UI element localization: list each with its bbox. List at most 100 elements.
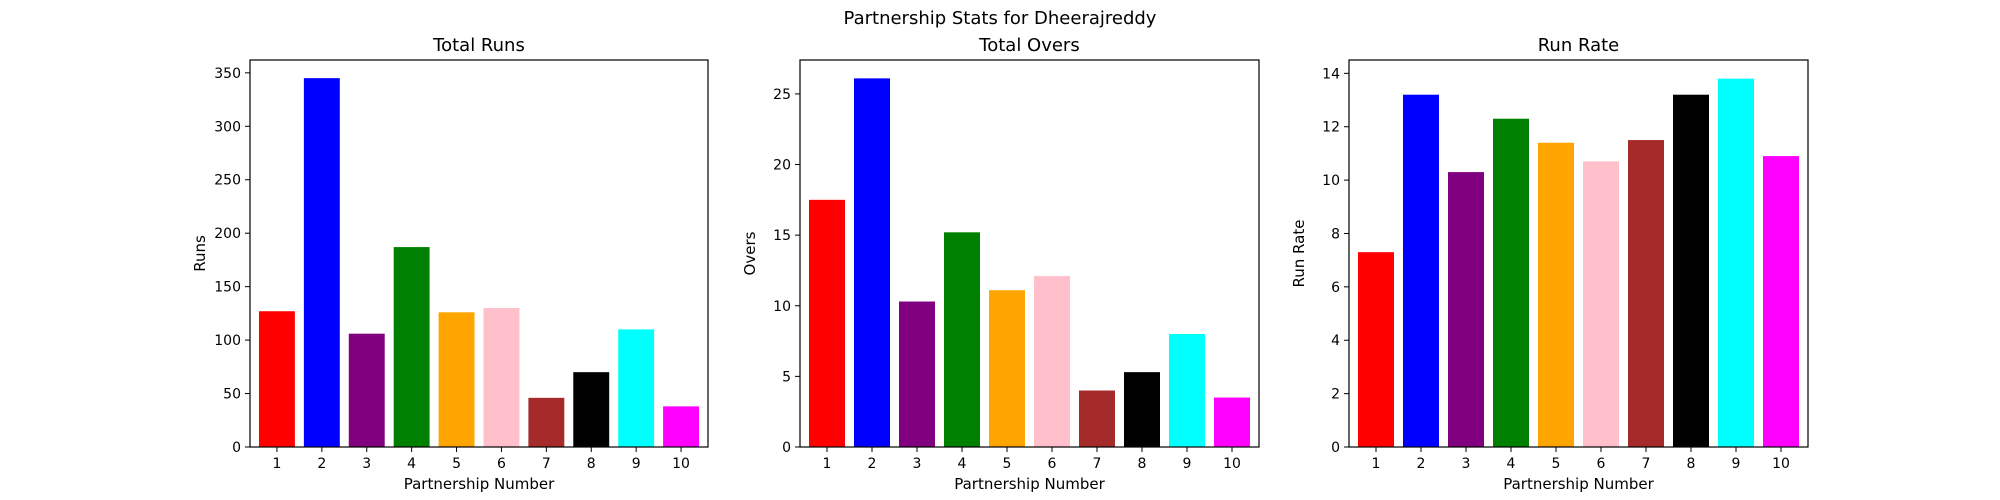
- y-axis-label: Run Rate: [1290, 220, 1308, 288]
- bar-4: [393, 247, 430, 447]
- x-tick-label: 4: [958, 456, 967, 472]
- x-tick-label: 9: [1183, 456, 1192, 472]
- y-tick-label: 150: [214, 280, 241, 296]
- y-tick-label: 250: [214, 173, 241, 189]
- y-tick-label: 4: [1331, 333, 1340, 349]
- x-tick-label: 8: [587, 456, 596, 472]
- x-axis-label: Partnership Number: [1503, 475, 1654, 493]
- x-tick-label: 7: [1093, 456, 1102, 472]
- x-tick-label: 7: [542, 456, 551, 472]
- x-axis-label: Partnership Number: [404, 475, 555, 493]
- bar-6: [1583, 161, 1619, 448]
- bar-4: [1493, 118, 1529, 447]
- y-tick-label: 100: [214, 333, 241, 349]
- x-axis-label: Partnership Number: [954, 475, 1105, 493]
- bar-4: [944, 232, 980, 447]
- x-tick-label: 10: [672, 456, 690, 472]
- bar-7: [1079, 390, 1115, 447]
- bar-10: [1214, 397, 1250, 447]
- bar-1: [809, 199, 845, 447]
- x-tick-label: 4: [1507, 456, 1516, 472]
- x-tick-label: 6: [1048, 456, 1057, 472]
- bar-8: [573, 372, 610, 447]
- x-tick-label: 2: [1417, 456, 1426, 472]
- bar-2: [1403, 94, 1439, 447]
- x-tick-label: 3: [913, 456, 922, 472]
- bar-3: [348, 333, 385, 447]
- y-tick-label: 20: [773, 158, 791, 174]
- axes-frame: [1348, 59, 1809, 448]
- bar-9: [618, 329, 655, 447]
- x-tick-label: 6: [1597, 456, 1606, 472]
- x-tick-label: 6: [497, 456, 506, 472]
- x-tick-label: 5: [1552, 456, 1561, 472]
- y-tick-label: 10: [1322, 173, 1340, 189]
- x-tick-label: 2: [317, 456, 326, 472]
- axes-frame: [799, 59, 1260, 448]
- figure-title: Partnership Stats for Dheerajreddy: [844, 8, 1157, 29]
- y-tick-label: 8: [1331, 226, 1340, 242]
- bar-2: [854, 78, 890, 448]
- x-tick-label: 10: [1223, 456, 1241, 472]
- subplot-title: Total Runs: [432, 35, 525, 56]
- y-tick-label: 50: [223, 387, 241, 403]
- y-tick-label: 5: [782, 369, 791, 385]
- subplot-title: Total Overs: [978, 35, 1079, 56]
- bar-5: [438, 312, 475, 447]
- y-tick-label: 10: [773, 299, 791, 315]
- x-tick-label: 5: [1003, 456, 1012, 472]
- subplot-2: 1 2 3 4 5 6 7 8 9 10 0 5 10 15 20 25 Total Overs Partners…: [741, 35, 1260, 493]
- x-tick-label: 1: [272, 456, 281, 472]
- x-tick-label: 1: [1372, 456, 1381, 472]
- x-tick-label: 1: [823, 456, 832, 472]
- bar-7: [1628, 140, 1664, 447]
- x-tick-label: 2: [868, 456, 877, 472]
- x-tick-label: 8: [1687, 456, 1696, 472]
- bar-8: [1673, 94, 1709, 447]
- y-tick-label: 350: [214, 66, 241, 82]
- axes-frame: [249, 59, 709, 448]
- bar-10: [1763, 156, 1799, 447]
- x-tick-label: 4: [407, 456, 416, 472]
- y-tick-label: 2: [1331, 387, 1340, 403]
- x-tick-label: 10: [1772, 456, 1790, 472]
- subplot-title: Run Rate: [1538, 35, 1620, 56]
- y-tick-label: 0: [232, 440, 241, 456]
- x-tick-label: 3: [362, 456, 371, 472]
- y-tick-label: 0: [1331, 440, 1340, 456]
- x-tick-label: 9: [632, 456, 641, 472]
- y-tick-label: 14: [1322, 66, 1340, 82]
- x-tick-label: 9: [1732, 456, 1741, 472]
- y-tick-label: 0: [782, 440, 791, 456]
- bar-1: [1358, 252, 1394, 447]
- y-tick-label: 6: [1331, 280, 1340, 296]
- x-tick-label: 3: [1462, 456, 1471, 472]
- y-tick-label: 12: [1322, 120, 1340, 136]
- bar-2: [303, 78, 340, 448]
- bar-7: [528, 397, 565, 447]
- x-tick-label: 7: [1642, 456, 1651, 472]
- bar-3: [1448, 172, 1484, 447]
- y-axis-label: Overs: [741, 231, 759, 275]
- x-tick-label: 8: [1138, 456, 1147, 472]
- bar-8: [1124, 372, 1160, 447]
- y-tick-label: 200: [214, 226, 241, 242]
- bar-9: [1718, 78, 1754, 448]
- bar-6: [1034, 276, 1070, 447]
- bar-6: [483, 308, 520, 447]
- bar-5: [989, 290, 1025, 447]
- bar-10: [663, 406, 700, 447]
- y-tick-label: 25: [773, 87, 791, 103]
- bar-3: [899, 301, 935, 447]
- x-tick-label: 5: [452, 456, 461, 472]
- y-tick-label: 15: [773, 228, 791, 244]
- y-axis-label: Runs: [191, 235, 209, 272]
- bar-1: [258, 311, 295, 447]
- bar-9: [1169, 334, 1205, 447]
- bar-5: [1538, 142, 1574, 448]
- y-tick-label: 300: [214, 119, 241, 135]
